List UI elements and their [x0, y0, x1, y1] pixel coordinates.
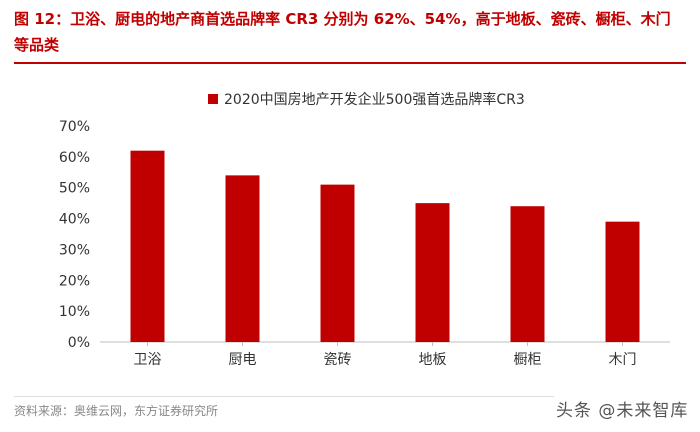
y-tick-label: 60%: [59, 150, 90, 166]
bar: [130, 150, 165, 342]
y-tick-label: 30%: [59, 242, 90, 258]
y-tick-label: 70%: [59, 119, 90, 135]
bar: [510, 206, 545, 342]
bar: [320, 184, 355, 342]
footer-divider: [14, 396, 554, 397]
y-tick-label: 50%: [59, 181, 90, 197]
x-tick-label: 地板: [419, 352, 447, 368]
x-tick-label: 橱柜: [514, 352, 542, 368]
x-tick-label: 厨电: [229, 352, 257, 368]
watermark-text: 头条 @未来智库: [556, 401, 689, 421]
y-tick-label: 20%: [59, 273, 90, 289]
legend-swatch: [208, 94, 218, 104]
y-tick-label: 0%: [68, 335, 90, 351]
legend-label: 2020中国房地产开发企业500强首选品牌率CR3: [224, 91, 525, 108]
title-divider: [14, 62, 686, 64]
source-note: 资料来源：奥维云网，东方证券研究所: [14, 404, 219, 418]
bar: [605, 221, 640, 342]
x-tick-label: 瓷砖: [324, 352, 352, 368]
watermark: 头条 @未来智库: [556, 396, 688, 421]
figure-title: 图 12：卫浴、厨电的地产商首选品牌率 CR3 分别为 62%、54%，高于地板…: [14, 10, 671, 54]
bar-chart: 2020中国房地产开发企业500强首选品牌率CR3 0% 10% 20% 30% 40% 5…: [59, 91, 670, 368]
y-tick-label: 40%: [59, 212, 90, 228]
y-tick-label: 10%: [59, 304, 90, 320]
x-tick-label: 木门: [609, 352, 637, 368]
x-tick-label: 卫浴: [134, 352, 162, 368]
bar: [225, 175, 260, 342]
bar: [415, 203, 450, 342]
